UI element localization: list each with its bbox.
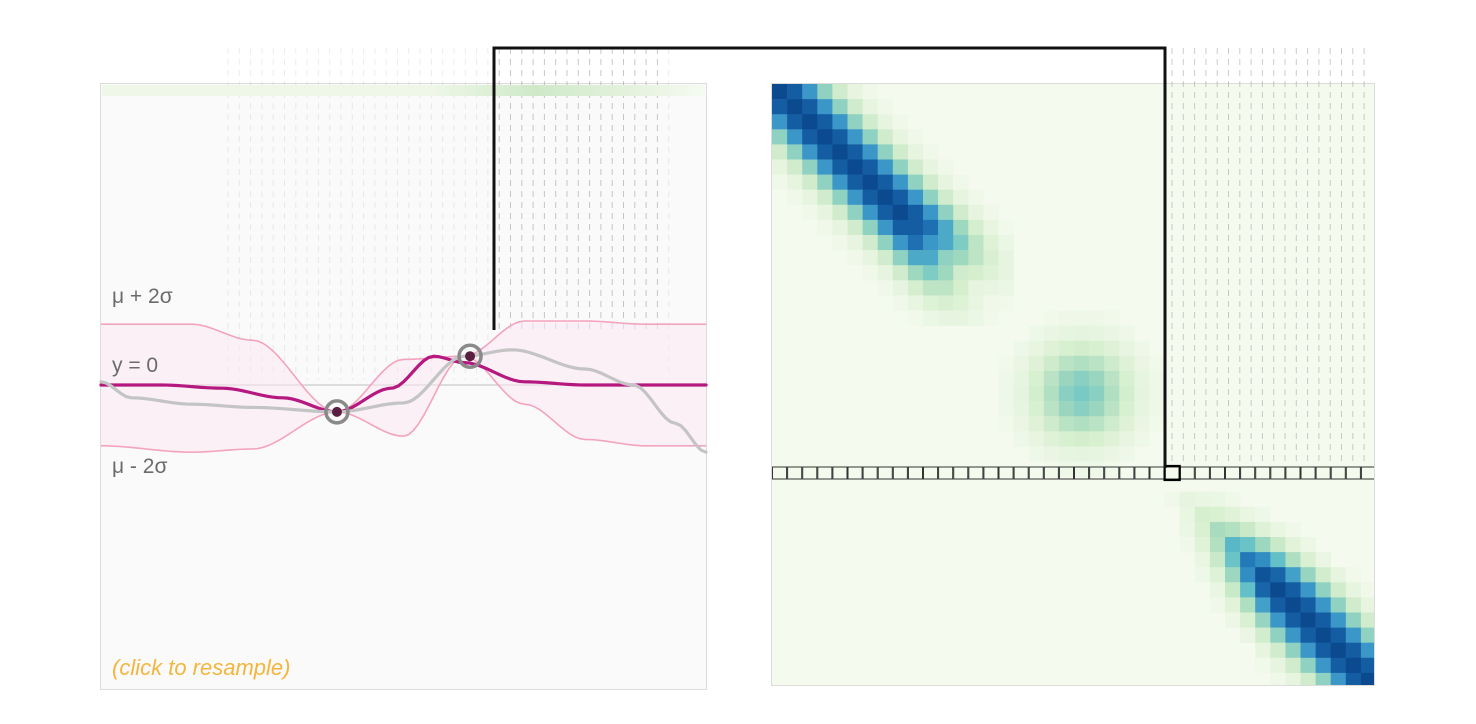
sample-line bbox=[99, 348, 708, 454]
covariance-heatmap[interactable] bbox=[772, 84, 1375, 686]
selected-cell bbox=[1163, 464, 1181, 482]
band-lower-line bbox=[100, 355, 706, 454]
uncertainty-band bbox=[101, 321, 706, 453]
selected-row bbox=[772, 464, 1374, 482]
label-mu-minus-2sigma: μ - 2σ bbox=[112, 455, 168, 478]
observation-point bbox=[457, 343, 483, 369]
resample-hint[interactable]: (click to resample) bbox=[112, 655, 291, 680]
mean-line bbox=[99, 354, 708, 414]
band-upper-line bbox=[101, 320, 706, 413]
heatmap-cells bbox=[772, 84, 1374, 685]
label-y-zero: y = 0 bbox=[112, 354, 159, 377]
connector-bracket bbox=[492, 46, 1167, 468]
sample-strip bbox=[102, 85, 705, 96]
label-mu-plus-2sigma: μ + 2σ bbox=[112, 285, 173, 308]
covariance-matrix-panel[interactable] bbox=[771, 83, 1375, 686]
observation-point bbox=[324, 399, 350, 425]
